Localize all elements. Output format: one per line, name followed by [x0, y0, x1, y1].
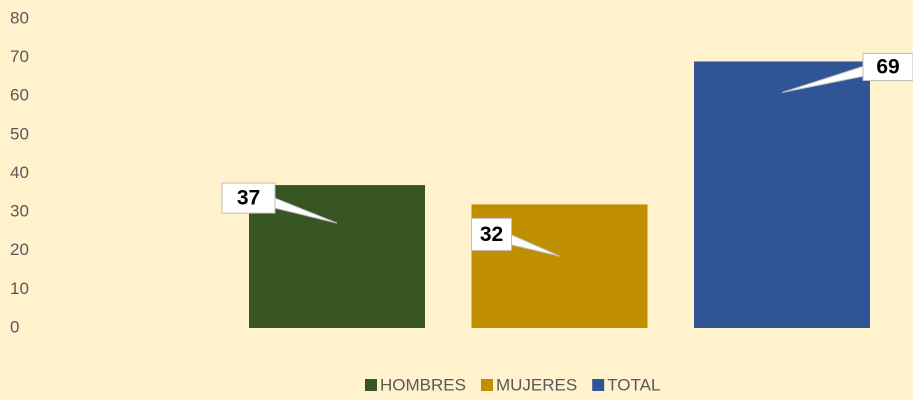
legend-swatch	[480, 379, 493, 391]
legend-label: HOMBRES	[380, 375, 466, 394]
callout-box	[221, 182, 276, 214]
y-tick-label: 60	[10, 86, 29, 105]
y-tick-label: 30	[10, 202, 29, 221]
legend-swatch	[592, 379, 605, 391]
legend-label: TOTAL	[607, 375, 660, 394]
data-label: 32	[480, 223, 503, 246]
y-tick-label: 20	[10, 240, 29, 259]
y-tick-label: 0	[10, 317, 19, 336]
legend-label: MUJERES	[496, 375, 577, 394]
y-tick-label: 70	[10, 47, 29, 66]
y-tick-label: 40	[10, 163, 29, 182]
bar	[694, 61, 870, 329]
y-tick-label: 50	[10, 124, 29, 143]
callout-box	[862, 52, 913, 81]
y-tick-label: 80	[10, 8, 29, 27]
callout-box	[471, 217, 512, 251]
data-label: 69	[876, 56, 899, 79]
data-label: 37	[237, 187, 260, 210]
y-tick-label: 10	[10, 279, 29, 298]
legend-swatch	[365, 379, 377, 391]
